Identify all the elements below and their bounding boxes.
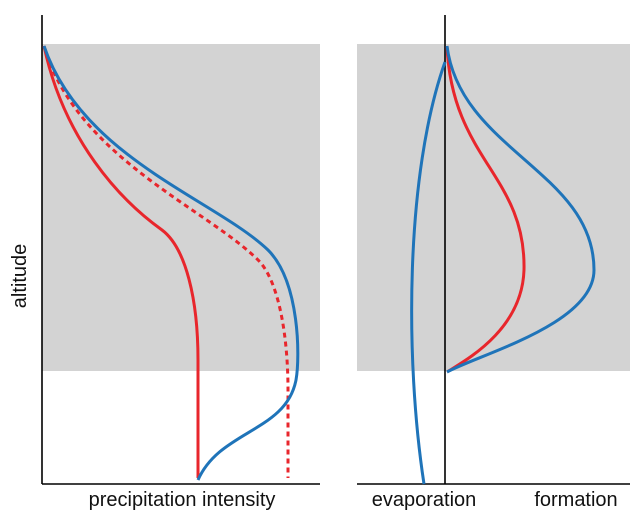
blue-evaporation-curve <box>410 61 447 485</box>
blue-curve <box>42 45 300 481</box>
blue-formation-curve <box>445 45 596 374</box>
left-x-axis-label: precipitation intensity <box>89 489 276 511</box>
y-axis-label: altitude <box>9 244 31 309</box>
evaporation-label: evaporation <box>372 489 477 511</box>
right-panel <box>357 15 630 485</box>
red-formation-curve <box>445 45 526 374</box>
cloud-region-left <box>42 44 320 371</box>
cloud-region-right <box>357 44 630 371</box>
formation-label: formation <box>534 489 617 511</box>
red-solid-curve <box>42 45 200 478</box>
left-panel <box>41 15 320 485</box>
